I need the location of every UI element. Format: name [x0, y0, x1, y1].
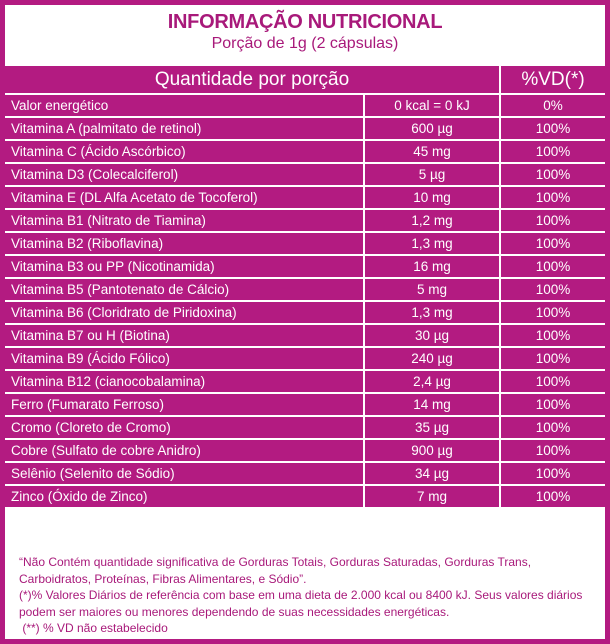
table-row: Vitamina B5 (Pantotenato de Cálcio) 5 mg 1…	[5, 277, 605, 302]
table-row: Vitamina E (DL Alfa Acetato de Tocoferol…	[5, 185, 605, 210]
footnotes: “Não Contém quantidade significativa de …	[5, 548, 605, 637]
nutrient-amount: 240 µg	[363, 346, 501, 371]
nutrient-amount: 1,3 mg	[363, 231, 501, 256]
nutrient-amount: 5 µg	[363, 162, 501, 187]
nutrient-amount: 5 mg	[363, 277, 501, 302]
table-row: Zinco (Óxido de Zinco) 7 mg 100%	[5, 484, 605, 509]
table-row: Vitamina B12 (cianocobalamina) 2,4 µg 100%	[5, 369, 605, 394]
nutrient-name: Valor energético	[5, 93, 365, 118]
nutrition-table: Quantidade por porção %VD(*) Valor energ…	[5, 66, 605, 509]
table-row: Vitamina B2 (Riboflavina) 1,3 mg 100%	[5, 231, 605, 256]
nutrient-name: Cromo (Cloreto de Cromo)	[5, 415, 365, 440]
table-header-row: Quantidade por porção %VD(*)	[5, 66, 605, 95]
nutrient-name: Vitamina D3 (Colecalciferol)	[5, 162, 365, 187]
nutrient-name: Vitamina B6 (Cloridrato de Piridoxina)	[5, 300, 365, 325]
nutrient-vd: 100%	[499, 116, 605, 141]
nutrient-vd: 100%	[499, 254, 605, 279]
table-row: Vitamina B6 (Cloridrato de Piridoxina) 1,…	[5, 300, 605, 325]
serving-size: Porção de 1g (2 cápsulas)	[211, 35, 399, 52]
nutrient-amount: 1,3 mg	[363, 300, 501, 325]
nutrient-name: Ferro (Fumarato Ferroso)	[5, 392, 365, 417]
header-quantity: Quantidade por porção	[5, 66, 501, 95]
nutrient-amount: 45 mg	[363, 139, 501, 164]
nutrient-amount: 14 mg	[363, 392, 501, 417]
nutrient-vd: 100%	[499, 300, 605, 325]
header-vd: %VD(*)	[499, 66, 605, 95]
nutrient-vd: 100%	[499, 323, 605, 348]
nutrient-vd: 0%	[499, 93, 605, 118]
table-row: Ferro (Fumarato Ferroso) 14 mg 100%	[5, 392, 605, 417]
nutrient-vd: 100%	[499, 277, 605, 302]
nutrient-amount: 30 µg	[363, 323, 501, 348]
nutrient-name: Vitamina B12 (cianocobalamina)	[5, 369, 365, 394]
table-row: Vitamina D3 (Colecalciferol) 5 µg 100%	[5, 162, 605, 187]
nutrient-name: Vitamina B9 (Ácido Fólico)	[5, 346, 365, 371]
nutrient-amount: 35 µg	[363, 415, 501, 440]
nutrient-vd: 100%	[499, 438, 605, 463]
nutrient-amount: 1,2 mg	[363, 208, 501, 233]
nutrient-amount: 10 mg	[363, 185, 501, 210]
nutrient-amount: 600 µg	[363, 116, 501, 141]
table-row: Vitamina B7 ou H (Biotina) 30 µg 100%	[5, 323, 605, 348]
nutrient-vd: 100%	[499, 162, 605, 187]
nutrient-amount: 7 mg	[363, 484, 501, 509]
nutrient-vd: 100%	[499, 208, 605, 233]
table-row: Vitamina C (Ácido Ascórbico) 45 mg 100%	[5, 139, 605, 164]
nutrient-name: Vitamina B2 (Riboflavina)	[5, 231, 365, 256]
nutrient-name: Vitamina B3 ou PP (Nicotinamida)	[5, 254, 365, 279]
nutrient-name: Vitamina B1 (Nitrato de Tiamina)	[5, 208, 365, 233]
nutrient-name: Vitamina C (Ácido Ascórbico)	[5, 139, 365, 164]
table-row: Valor energético 0 kcal = 0 kJ 0%	[5, 93, 605, 118]
footnote-daily-values: (*)% Valores Diários de referência com b…	[19, 588, 583, 619]
table-row: Cromo (Cloreto de Cromo) 35 µg 100%	[5, 415, 605, 440]
nutrient-amount: 16 mg	[363, 254, 501, 279]
table-row: Vitamina B3 ou PP (Nicotinamida) 16 mg 100…	[5, 254, 605, 279]
table-row: Vitamina A (palmitato de retinol) 600 µg 1…	[5, 116, 605, 141]
nutrient-amount: 900 µg	[363, 438, 501, 463]
nutrient-vd: 100%	[499, 415, 605, 440]
nutrient-vd: 100%	[499, 392, 605, 417]
nutrient-name: Vitamina A (palmitato de retinol)	[5, 116, 365, 141]
nutrient-amount: 2,4 µg	[363, 369, 501, 394]
nutrient-vd: 100%	[499, 185, 605, 210]
nutrient-name: Selênio (Selenito de Sódio)	[5, 461, 365, 486]
footnote-vd-not-established: (**) % VD não estabelecido	[19, 621, 168, 635]
nutrient-vd: 100%	[499, 461, 605, 486]
nutrient-vd: 100%	[499, 139, 605, 164]
nutrient-name: Cobre (Sulfato de cobre Anidro)	[5, 438, 365, 463]
table-row: Vitamina B1 (Nitrato de Tiamina) 1,2 mg 10…	[5, 208, 605, 233]
nutrient-amount: 0 kcal = 0 kJ	[363, 93, 501, 118]
nutrient-vd: 100%	[499, 484, 605, 509]
nutrient-name: Vitamina B7 ou H (Biotina)	[5, 323, 365, 348]
nutrient-name: Zinco (Óxido de Zinco)	[5, 484, 365, 509]
table-row: Vitamina B9 (Ácido Fólico) 240 µg 100%	[5, 346, 605, 371]
label-title: INFORMAÇÃO NUTRICIONAL	[167, 11, 443, 33]
nutrient-vd: 100%	[499, 369, 605, 394]
nutrient-vd: 100%	[499, 231, 605, 256]
table-row: Cobre (Sulfato de cobre Anidro) 900 µg 100…	[5, 438, 605, 463]
table-row: Selênio (Selenito de Sódio) 34 µg 100%	[5, 461, 605, 486]
nutrient-amount: 34 µg	[363, 461, 501, 486]
nutrient-name: Vitamina B5 (Pantotenato de Cálcio)	[5, 277, 365, 302]
nutrient-vd: 100%	[499, 346, 605, 371]
footnote-not-significant: “Não Contém quantidade significativa de …	[19, 555, 532, 586]
nutrient-name: Vitamina E (DL Alfa Acetato de Tocoferol…	[5, 185, 365, 210]
